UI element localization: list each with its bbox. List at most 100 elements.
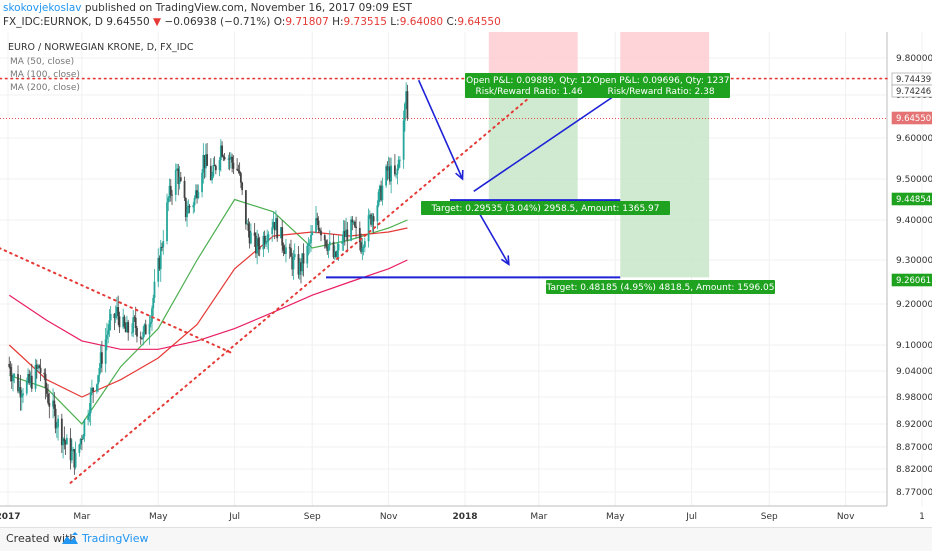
candle-body — [184, 197, 187, 218]
candle-body — [90, 387, 93, 392]
x-tick-label: Nov — [837, 512, 855, 522]
x-tick-label: May — [606, 512, 625, 522]
high-label: H: — [332, 16, 344, 28]
candle-body — [22, 393, 24, 396]
last-price: 9.64550 — [106, 16, 150, 28]
candle-body — [134, 317, 137, 328]
candle-body — [266, 241, 269, 243]
y-tick-label: 9.80000 — [896, 54, 932, 64]
candle-body — [350, 219, 352, 241]
candle-body — [60, 418, 63, 446]
candle-body — [318, 229, 321, 231]
x-tick-label: Sep — [761, 512, 778, 522]
candle-body — [114, 313, 117, 319]
candle-body — [246, 223, 249, 225]
trendline — [69, 79, 552, 484]
candle-body — [282, 245, 285, 251]
y-tick-label: 8.98000 — [896, 393, 932, 403]
tradingview-brand[interactable]: TradingView — [82, 532, 149, 545]
candle-body — [169, 185, 172, 195]
chart-title: EURO / NORWEGIAN KRONE, D, FX_IDC — [8, 42, 194, 53]
reward-zone — [620, 78, 710, 278]
candle-body — [106, 334, 108, 340]
candle-body — [101, 352, 103, 364]
candle-body — [17, 374, 19, 392]
author-link[interactable]: skokovjekoslav — [3, 2, 82, 14]
candle-body — [79, 438, 82, 445]
candle-body — [361, 247, 364, 253]
candle-body — [378, 185, 381, 192]
candle-body — [13, 374, 16, 377]
candle-body — [157, 257, 160, 282]
candle-body — [149, 321, 152, 324]
candle-body — [336, 250, 339, 257]
candle-body — [87, 416, 90, 420]
candle-body — [12, 376, 14, 382]
candle-body — [236, 168, 239, 170]
candle-body — [38, 365, 41, 368]
price-axis-label-box — [891, 273, 932, 287]
candle-body — [237, 169, 240, 171]
candle-body — [70, 451, 73, 461]
price-axis-label-box — [891, 192, 932, 206]
candle-body — [301, 253, 304, 272]
candle-body — [297, 254, 300, 275]
candle-body — [62, 438, 64, 446]
price-axis-label: 9.64550 — [896, 114, 931, 124]
candle-body — [247, 223, 250, 231]
candle-body — [387, 166, 390, 171]
candle-body — [390, 165, 393, 182]
x-tick-label: Nov — [380, 512, 398, 522]
candle-body — [179, 177, 182, 181]
candle-body — [27, 374, 29, 382]
candle-body — [327, 245, 330, 251]
y-tick-label: 8.92000 — [896, 420, 932, 430]
price-chart[interactable]: 2017 Mar May Jul Sep Nov 2018 Mar May Jul Sep Nov 1 9… — [0, 32, 932, 527]
position-label-text: Risk/Reward Ratio: 1.46 — [475, 87, 582, 97]
candle-body — [283, 250, 286, 254]
x-tick-label: Sep — [304, 512, 321, 522]
candle-body — [332, 241, 335, 258]
candle-body — [123, 316, 126, 327]
position-label-text: Risk/Reward Ratio: 2.38 — [607, 87, 714, 97]
candle-body — [398, 159, 401, 161]
projection-arrow-line — [473, 86, 627, 192]
candle-body — [47, 393, 49, 403]
low-label: L: — [390, 16, 400, 28]
candle-body — [211, 176, 213, 180]
target-label-box — [421, 201, 670, 215]
y-tick-label: 8.82000 — [896, 465, 932, 475]
candle-body — [300, 262, 302, 272]
candle-body — [371, 216, 374, 225]
x-tick-label: May — [149, 512, 168, 522]
candle-body — [107, 330, 110, 335]
candle-body — [88, 413, 91, 417]
candle-body — [370, 214, 372, 225]
candle-body — [335, 251, 337, 257]
candle-body — [44, 374, 47, 389]
candle-body — [34, 364, 37, 389]
candle-body — [30, 375, 33, 389]
candle-body — [8, 363, 11, 367]
candle-body — [143, 324, 146, 332]
candle-body — [52, 400, 54, 407]
candles — [8, 82, 409, 475]
x-tick-label: 2018 — [452, 512, 477, 522]
candle-body — [376, 205, 379, 222]
candle-body — [64, 441, 67, 445]
candle-body — [196, 190, 198, 199]
candle-body — [20, 395, 23, 398]
footer: Created with TradingView — [0, 527, 932, 551]
candle-body — [37, 365, 39, 369]
y-tick-label: 9.60000 — [896, 134, 932, 144]
candle-body — [310, 234, 312, 243]
candle-body — [131, 332, 133, 334]
candle-body — [80, 438, 83, 440]
candle-body — [267, 234, 270, 242]
candle-body — [337, 243, 340, 251]
candle-body — [380, 185, 383, 201]
candle-body — [381, 185, 384, 201]
candle-body — [98, 367, 101, 376]
candle-body — [192, 205, 195, 208]
candle-body — [320, 230, 322, 236]
